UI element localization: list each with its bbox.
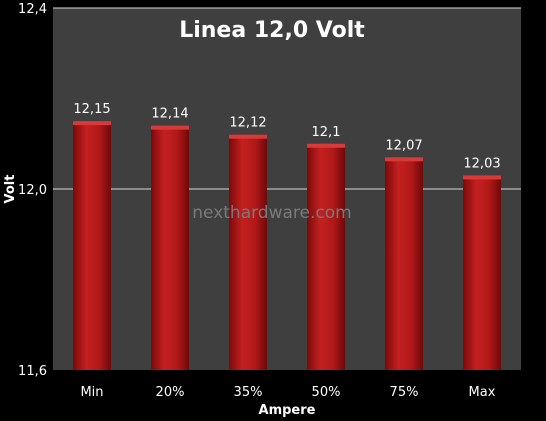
x-axis-title: Ampere <box>259 403 316 418</box>
x-tick-label: Min <box>80 385 103 400</box>
y-axis-title: Volt <box>3 175 18 204</box>
bar <box>229 134 267 370</box>
watermark-text: nexthardware.com <box>192 203 351 223</box>
bar <box>463 175 501 370</box>
y-tick-label: 11,6 <box>18 364 47 379</box>
bar <box>307 143 345 370</box>
y-tick-label: 12,0 <box>18 183 47 198</box>
data-label: 12,07 <box>385 138 422 153</box>
x-tick-label: 20% <box>156 385 185 400</box>
chart-title: Linea 12,0 Volt <box>179 18 365 43</box>
x-tick-label: 35% <box>234 385 263 400</box>
data-label: 12,1 <box>312 125 341 140</box>
data-label: 12,03 <box>463 156 500 171</box>
x-tick-label: 50% <box>312 385 341 400</box>
y-tick-label: 12,4 <box>18 2 47 17</box>
x-tick-label: Max <box>469 385 496 400</box>
data-label: 12,12 <box>229 116 266 131</box>
bar <box>151 125 189 371</box>
bar <box>385 157 423 370</box>
bar <box>73 121 111 370</box>
data-label: 12,15 <box>73 102 110 117</box>
x-tick-label: 75% <box>390 385 419 400</box>
data-label: 12,14 <box>151 107 188 122</box>
